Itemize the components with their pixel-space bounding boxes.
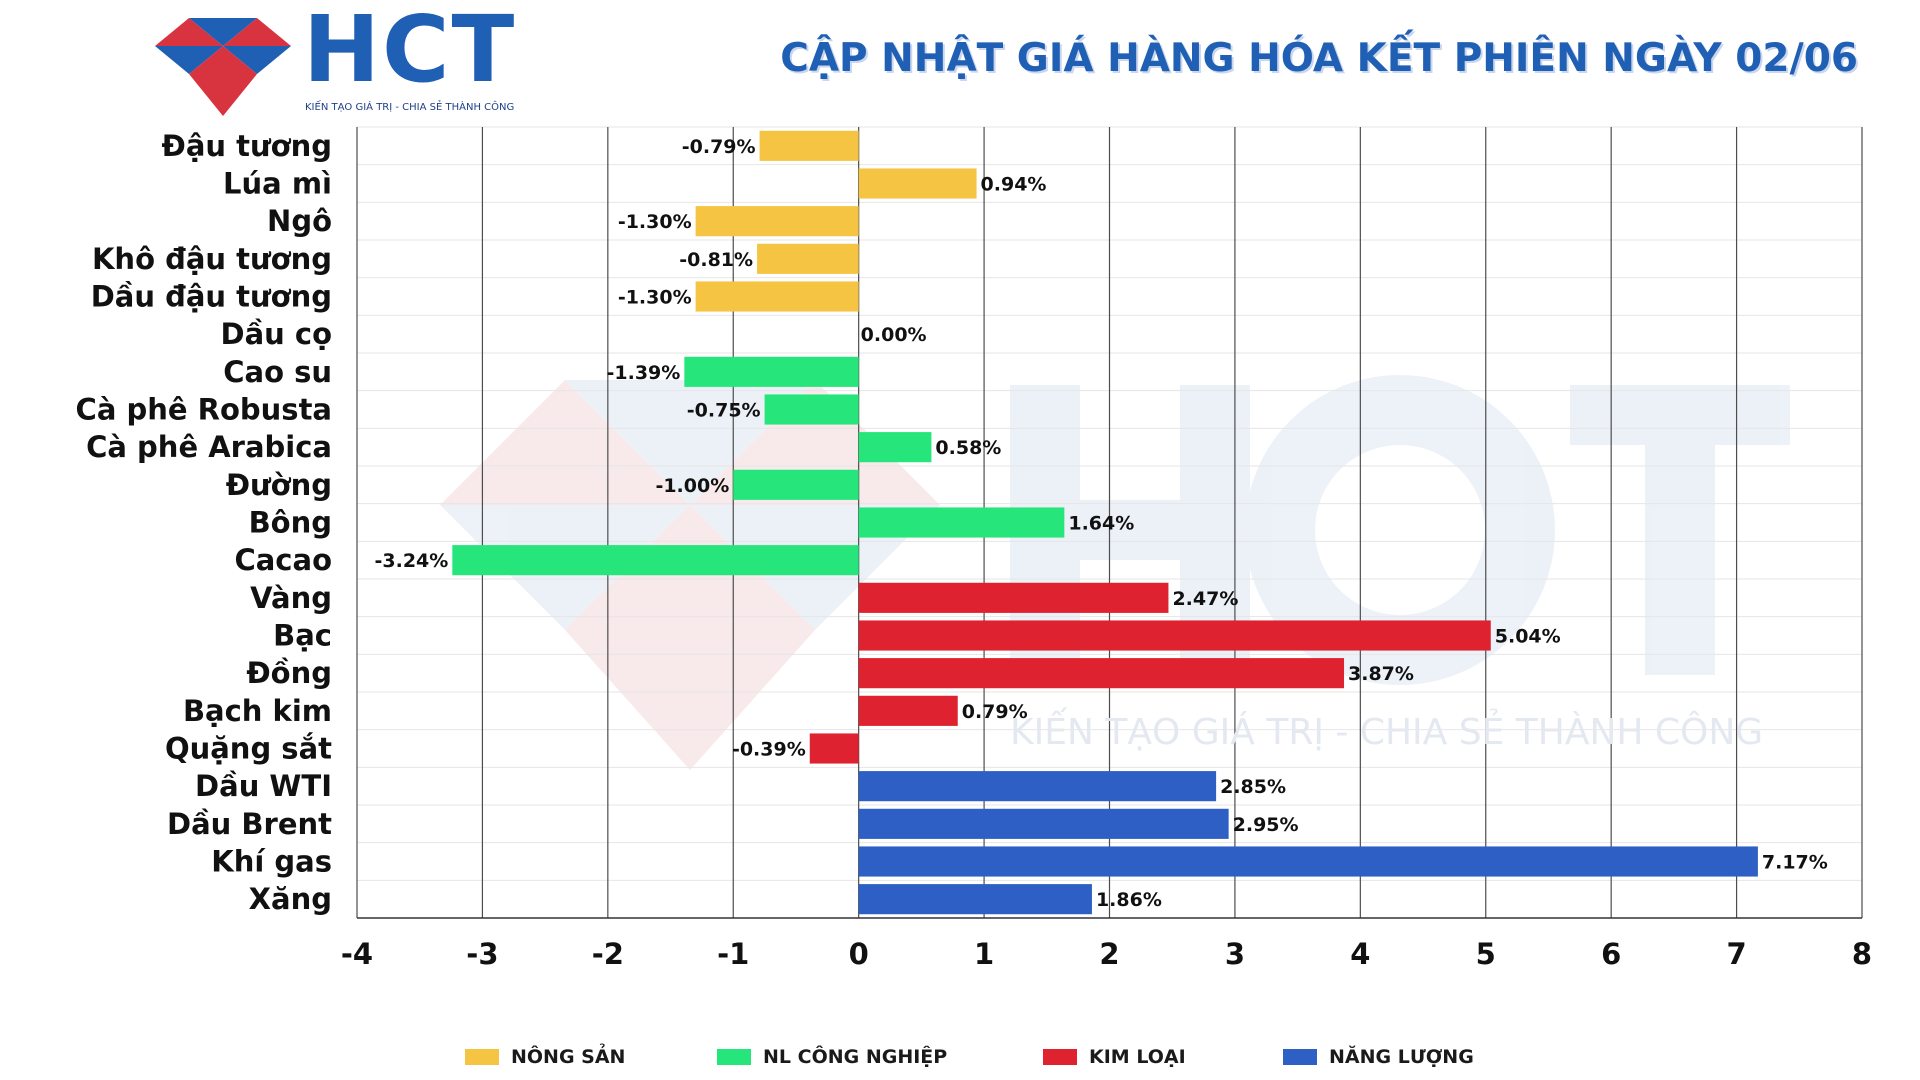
bar-chart: Đậu tương -0.79% Lúa mì 0.94% Ngô -1.30% Khô đ…	[76, 126, 1872, 971]
category-label: Bông	[249, 506, 332, 540]
value-label: 1.64%	[1068, 513, 1134, 535]
category-label: Cà phê Robusta	[76, 393, 332, 427]
value-label: -1.00%	[655, 475, 729, 497]
x-tick-label: 3	[1225, 937, 1245, 971]
bar	[764, 394, 859, 425]
value-label: -0.79%	[682, 136, 756, 158]
bar	[809, 733, 859, 764]
category-label: Vàng	[250, 581, 332, 615]
legend-swatch	[1283, 1049, 1317, 1065]
legend-item-kim-loai: KIM LOẠI	[1043, 1046, 1186, 1068]
logo-tagline: KIẾN TẠO GIÁ TRỊ - CHIA SẺ THÀNH CÔNG	[305, 102, 515, 113]
x-tick-label: 8	[1852, 937, 1872, 971]
value-label: -0.81%	[679, 249, 753, 271]
legend-label: KIM LOẠI	[1089, 1046, 1186, 1068]
value-label: 0.79%	[962, 701, 1028, 723]
value-label: -3.24%	[375, 550, 449, 572]
x-tick-label: 5	[1476, 937, 1496, 971]
category-label: Ngô	[267, 204, 332, 238]
category-label: Dầu Brent	[167, 807, 332, 841]
bar	[695, 206, 859, 237]
legend-label: NÔNG SẢN	[511, 1046, 626, 1068]
watermark-tagline: KIẾN TẠO GIÁ TRỊ - CHIA SẺ THÀNH CÔNG	[1010, 712, 1764, 753]
value-label: 2.47%	[1172, 588, 1238, 610]
category-label: Cao su	[223, 355, 332, 389]
value-label: 2.85%	[1220, 776, 1286, 798]
bar	[858, 695, 958, 726]
legend-swatch	[465, 1049, 499, 1065]
bar	[452, 545, 859, 576]
bar	[733, 469, 859, 500]
value-label: -1.39%	[607, 362, 681, 384]
category-label: Dầu đậu tương	[91, 280, 332, 314]
value-label: 5.04%	[1495, 626, 1561, 648]
value-label: 3.87%	[1348, 663, 1414, 685]
bar	[757, 243, 859, 274]
legend-label: NĂNG LƯỢNG	[1329, 1046, 1474, 1068]
bar	[684, 356, 859, 387]
legend-item-nl-cong-nghiep: NL CÔNG NGHIỆP	[717, 1046, 947, 1068]
logo-wordmark: HCT	[303, 0, 517, 103]
value-label: -0.75%	[687, 400, 761, 422]
x-tick-label: 6	[1601, 937, 1621, 971]
legend-swatch	[1043, 1049, 1077, 1065]
category-label: Dầu cọ	[221, 317, 333, 351]
value-label: -1.30%	[618, 211, 692, 233]
category-label: Bạch kim	[183, 694, 332, 728]
x-tick-label: -3	[466, 937, 498, 971]
bar	[858, 582, 1169, 613]
value-label: 0.00%	[861, 324, 927, 346]
diamond-logo-icon	[155, 18, 291, 116]
legend-label: NL CÔNG NGHIỆP	[763, 1046, 948, 1068]
value-label: 0.58%	[935, 437, 1001, 459]
bar	[858, 808, 1229, 839]
value-label: 2.95%	[1233, 814, 1299, 836]
x-tick-label: 0	[849, 937, 869, 971]
bar	[695, 281, 859, 312]
brand-logo: HCT KIẾN TẠO GIÁ TRỊ - CHIA SẺ THÀNH CÔN…	[155, 4, 515, 124]
bar	[858, 846, 1758, 877]
bar	[858, 507, 1065, 538]
category-label: Cacao	[234, 543, 332, 577]
category-label: Bạc	[273, 619, 332, 653]
category-label: Dầu WTI	[195, 769, 332, 803]
bar	[858, 658, 1345, 689]
x-tick-label: -1	[717, 937, 749, 971]
x-tick-label: 2	[1099, 937, 1119, 971]
bar	[858, 884, 1092, 915]
bar	[858, 771, 1217, 802]
legend-swatch	[717, 1049, 751, 1065]
category-label: Quặng sắt	[165, 732, 332, 766]
category-label: Đường	[226, 468, 332, 502]
value-label: 1.86%	[1096, 889, 1162, 911]
category-label: Cà phê Arabica	[86, 430, 332, 464]
value-label: -1.30%	[618, 287, 692, 309]
bar	[858, 168, 977, 199]
x-tick-label: -4	[341, 937, 373, 971]
x-tick-label: -2	[592, 937, 624, 971]
value-label: -0.39%	[732, 739, 806, 761]
x-tick-label: 7	[1726, 937, 1746, 971]
value-label: 0.94%	[981, 174, 1047, 196]
category-label: Khí gas	[211, 845, 332, 879]
x-tick-label: 4	[1350, 937, 1370, 971]
chart-legend: NÔNG SẢN NL CÔNG NGHIỆP KIM LOẠI NĂNG LƯ…	[0, 1046, 1920, 1076]
category-label: Lúa mì	[223, 167, 332, 201]
bar	[858, 432, 932, 463]
bar	[759, 130, 859, 161]
legend-item-nang-luong: NĂNG LƯỢNG	[1283, 1046, 1474, 1068]
category-label: Đậu tương	[162, 129, 332, 163]
page-title: CẬP NHẬT GIÁ HÀNG HÓA KẾT PHIÊN NGÀY 02/…	[780, 36, 1858, 81]
x-tick-label: 1	[974, 937, 994, 971]
category-label: Đồng	[246, 656, 332, 690]
category-label: Xăng	[249, 882, 332, 916]
bar	[858, 620, 1491, 651]
value-label: 7.17%	[1762, 852, 1828, 874]
legend-item-nong-san: NÔNG SẢN	[465, 1046, 625, 1068]
category-label: Khô đậu tương	[92, 242, 332, 276]
